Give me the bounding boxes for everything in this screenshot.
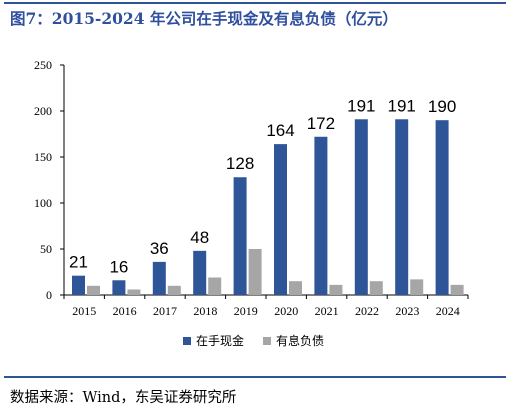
y-tick-label: 50 bbox=[40, 242, 52, 256]
data-label: 36 bbox=[150, 239, 169, 258]
legend-label-cash: 在手现金 bbox=[196, 333, 244, 348]
bar-cash-2017 bbox=[152, 261, 166, 295]
bar-cash-2021 bbox=[314, 136, 328, 295]
x-tick-label: 2021 bbox=[315, 304, 339, 318]
figure-title: 图7：2015-2024 年公司在手现金及有息负债（亿元） bbox=[10, 9, 398, 28]
bar-debt-2024 bbox=[450, 284, 464, 295]
bar-debt-2015 bbox=[87, 285, 100, 295]
bar-cash-2023 bbox=[395, 119, 409, 295]
bar-debt-2022 bbox=[369, 281, 383, 295]
bar-debt-2016 bbox=[127, 289, 141, 295]
data-label: 164 bbox=[266, 121, 294, 140]
bar-debt-2018 bbox=[208, 277, 222, 295]
bar-cash-2018 bbox=[193, 250, 207, 295]
bar-chart: 0 50 100 150 200 250 2015 21 2016 16 2017 36 2018 48 2… bbox=[34, 58, 469, 348]
data-label: 21 bbox=[69, 253, 88, 272]
data-label: 128 bbox=[226, 154, 254, 173]
legend-label-debt: 有息负债 bbox=[276, 333, 324, 348]
x-tick-label: 2016 bbox=[113, 304, 137, 318]
bottom-rule bbox=[4, 376, 506, 378]
x-tick-label: 2017 bbox=[153, 304, 177, 318]
x-tick-label: 2020 bbox=[274, 304, 298, 318]
bar-debt-2021 bbox=[329, 284, 343, 295]
bar-debt-2023 bbox=[410, 279, 424, 295]
bar-cash-2020 bbox=[274, 144, 287, 295]
legend-swatch-debt bbox=[263, 337, 271, 345]
bar-cash-2022 bbox=[354, 119, 368, 295]
data-label: 190 bbox=[428, 97, 456, 116]
x-tick-label: 2024 bbox=[436, 304, 460, 318]
bar-debt-2020 bbox=[289, 281, 302, 295]
data-label: 191 bbox=[388, 96, 416, 115]
data-label: 16 bbox=[109, 257, 128, 276]
y-tick-label: 200 bbox=[34, 104, 52, 118]
x-tick-label: 2015 bbox=[72, 304, 96, 318]
x-tick-label: 2023 bbox=[395, 304, 419, 318]
y-tick-label: 0 bbox=[46, 288, 52, 302]
bar-debt-2017 bbox=[167, 285, 181, 295]
source-note: 数据来源：Wind，东吴证券研究所 bbox=[10, 390, 237, 406]
bar-debt-2019 bbox=[248, 249, 262, 295]
x-tick-label: 2022 bbox=[355, 304, 379, 318]
data-label: 48 bbox=[190, 228, 209, 247]
data-label: 172 bbox=[307, 114, 335, 133]
x-tick-label: 2019 bbox=[234, 304, 258, 318]
bar-cash-2024 bbox=[435, 120, 449, 295]
data-label: 191 bbox=[347, 96, 375, 115]
y-tick-label: 100 bbox=[34, 196, 52, 210]
top-rule bbox=[4, 2, 506, 4]
legend-swatch-cash bbox=[183, 337, 191, 345]
y-tick-label: 250 bbox=[34, 58, 52, 72]
bar-cash-2019 bbox=[233, 177, 247, 295]
y-tick-label: 150 bbox=[34, 150, 52, 164]
bar-cash-2015 bbox=[72, 275, 85, 295]
x-tick-label: 2018 bbox=[193, 304, 217, 318]
bar-cash-2016 bbox=[112, 280, 126, 295]
